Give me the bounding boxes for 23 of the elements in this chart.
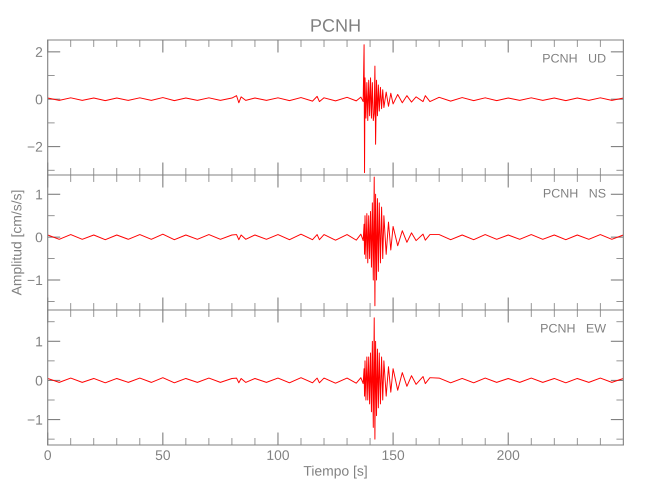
x-axis-title: Tiempo [s] [304,466,367,479]
y-tick-label: 1 [36,336,42,346]
x-tick-label: 150 [382,450,404,460]
x-tick-label: 50 [156,450,170,460]
annotation: PCNH UD [543,54,606,63]
y-tick-label: −1 [28,415,42,425]
y-tick-label: 0 [36,232,42,242]
annotation: PCNH EW [541,324,606,333]
y-tick-label: 0 [36,376,42,386]
y-axis-title: Amplitud [cm/s/s] [11,190,24,296]
chart-title: PCNH [311,19,360,32]
y-tick-label: 2 [36,47,42,57]
line-series [48,44,624,174]
line-series [48,317,624,440]
line-series [48,176,624,306]
y-tick-label: −1 [28,275,42,286]
x-tick-label: 200 [497,450,520,460]
y-tick-label: −2 [28,142,42,152]
x-tick-label: 0 [44,450,52,460]
y-tick-label: 1 [36,190,42,200]
x-tick-label: 100 [267,450,290,460]
y-tick-label: 0 [36,94,42,104]
annotation: PCNH NS [544,188,606,198]
